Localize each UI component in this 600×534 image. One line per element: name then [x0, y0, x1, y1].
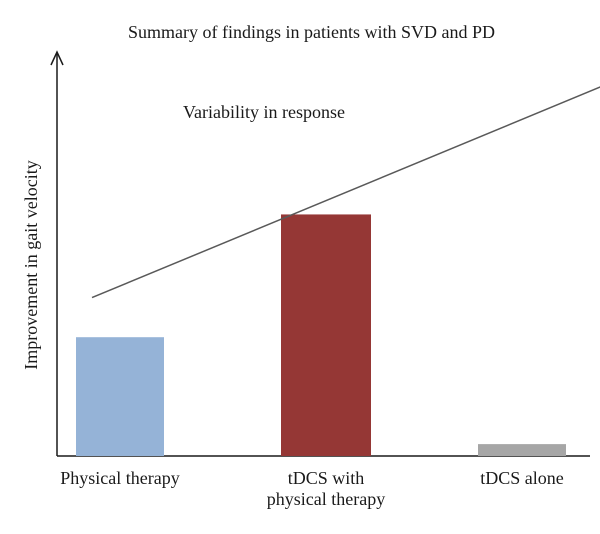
chart-title: Summary of findings in patients with SVD… — [128, 22, 495, 42]
x-tick-labels: Physical therapy tDCS with physical therap… — [60, 468, 563, 509]
variability-arrow — [91, 86, 600, 299]
bar-1 — [281, 214, 371, 456]
x-tick-label-line: Physical therapy — [60, 468, 179, 488]
x-tick-label-line: tDCS alone — [480, 468, 564, 488]
y-axis-arrowhead — [50, 50, 64, 66]
bar-0 — [76, 337, 164, 456]
x-tick-label-0: Physical therapy — [60, 468, 179, 488]
y-axis-label: Improvement in gait velocity — [21, 160, 41, 369]
x-tick-label-line: tDCS with — [288, 468, 365, 488]
x-tick-label-1: tDCS with physical therapy — [267, 468, 385, 509]
bars — [76, 214, 566, 456]
bar-2 — [478, 444, 566, 456]
annotation-label: Variability in response — [183, 102, 345, 122]
x-tick-label-2: tDCS alone — [480, 468, 564, 488]
x-tick-label-line: physical therapy — [267, 489, 385, 509]
